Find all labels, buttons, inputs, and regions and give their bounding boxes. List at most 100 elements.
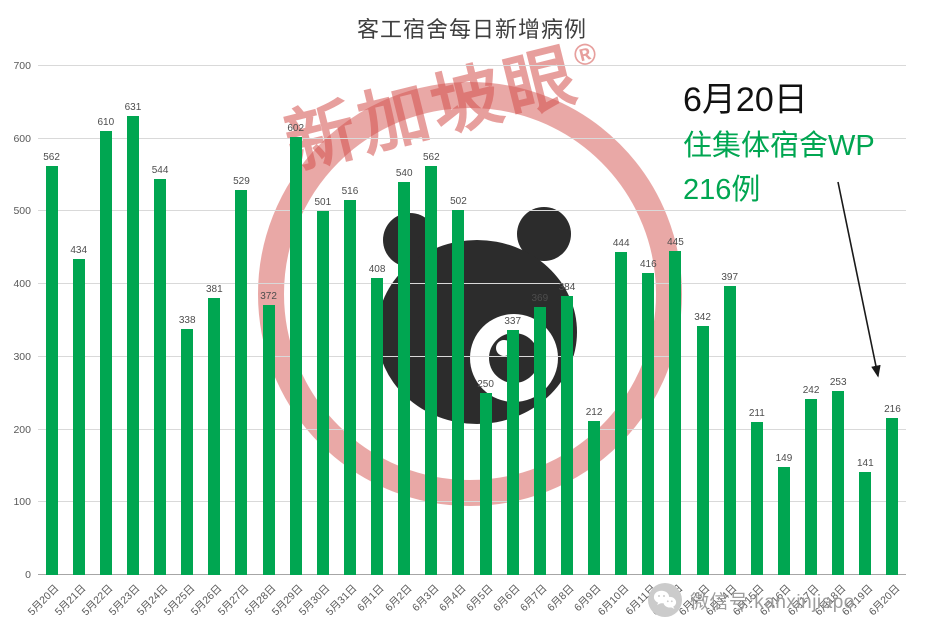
bar-slot: 253 6月18日: [812, 66, 852, 618]
bar-value-label: 540: [395, 168, 413, 180]
bar-value-label: 384: [558, 281, 576, 293]
wechat-icon: [648, 583, 682, 617]
x-axis-tick-label: 6月7日: [518, 582, 550, 615]
bar-value-label: 342: [694, 312, 711, 324]
bar-slot: 610 5月22日: [80, 66, 119, 618]
bar-slot: 602 5月29日: [270, 66, 309, 618]
y-axis-tick-label: 600: [13, 132, 31, 145]
bar: [235, 190, 248, 575]
bar-value-label: 369: [531, 292, 549, 304]
bar: [560, 295, 573, 575]
bar-slot: 381 5月26日: [188, 66, 228, 618]
bar: [750, 421, 763, 575]
bar-value-label: 544: [151, 165, 169, 177]
bar: [615, 252, 628, 575]
bar: [99, 131, 112, 575]
bar-value-label: 408: [368, 264, 386, 276]
bar-slot: 397 6月14日: [704, 66, 743, 618]
wechat-id-label: 微信号:kanxinjiapo: [690, 591, 855, 613]
bar-value-label: 141: [856, 458, 874, 470]
bar: [723, 286, 736, 575]
bar-slot: 212 6月9日: [572, 66, 608, 614]
bar: [805, 399, 818, 575]
y-axis-tick-label: 200: [13, 423, 31, 436]
x-axis-tick-label: 6月1日: [355, 582, 387, 615]
bar-value-label: 381: [205, 283, 223, 295]
bar-slot: 250 6月5日: [464, 66, 499, 614]
x-axis-tick-label: 6月5日: [463, 582, 496, 615]
bar-slot: 416 6月11日: [623, 66, 662, 618]
y-axis-tick-label: 700: [13, 60, 31, 72]
annotation-date: 6月20日: [683, 81, 808, 119]
bar-slot: 337 6月6日: [491, 66, 526, 614]
bar-value-label: 253: [829, 377, 847, 389]
x-axis-tick-label: 6月6日: [490, 582, 523, 615]
gridline: [38, 65, 906, 66]
bar-slot: 338 5月25日: [161, 66, 201, 618]
bar: [777, 466, 790, 575]
bar-value-label: 562: [422, 152, 440, 164]
y-axis-tick-label: 100: [13, 496, 31, 509]
bar: [859, 472, 872, 575]
bar: [479, 393, 492, 575]
bar-value-label: 149: [775, 452, 793, 464]
bar: [126, 116, 139, 575]
bar-slot: 562 6月3日: [410, 66, 445, 614]
bar-value-label: 562: [43, 152, 60, 164]
bar-value-label: 434: [70, 245, 88, 257]
chart-title: 客工宿舍每日新增病例: [356, 17, 587, 42]
bar-slot: 372 5月28日: [243, 66, 282, 619]
bar-slot: 562 5月20日: [26, 66, 65, 618]
bar-value-label: 529: [233, 176, 250, 188]
bar-value-label: 501: [314, 196, 332, 208]
bar: [154, 179, 167, 575]
gridline: [38, 210, 906, 212]
bar: [343, 199, 356, 575]
annotation-detail-2: 216例: [683, 173, 761, 206]
bar-value-label: 602: [287, 123, 305, 135]
bar-slot: 631 5月23日: [107, 66, 146, 618]
bar-slot: 384 6月8日: [545, 66, 580, 614]
bar-slot: 216 6月20日: [867, 66, 906, 618]
bar-value-label: 250: [477, 379, 494, 391]
bar: [72, 259, 85, 575]
y-axis-tick-label: 300: [13, 350, 31, 363]
bar-value-label: 338: [178, 315, 196, 327]
bar-value-label: 212: [585, 406, 603, 418]
bar: [832, 391, 845, 575]
gridline: [38, 137, 906, 139]
bar-value-label: 516: [341, 185, 359, 197]
bar: [642, 272, 655, 575]
bar-value-label: 372: [260, 290, 277, 302]
bar: [533, 306, 546, 575]
bar: [425, 166, 438, 575]
x-axis-tick-label: 6月4日: [436, 582, 469, 615]
y-axis-tick-label: 0: [25, 569, 31, 581]
x-axis-tick-label: 6月8日: [545, 582, 577, 615]
bar: [208, 297, 221, 575]
wechat-footer: 微信号:kanxinjiapo: [648, 583, 855, 617]
bar: [506, 329, 519, 575]
bar-value-label: 444: [612, 238, 630, 250]
bar-value-label: 445: [667, 237, 684, 249]
bar-slot: 516 5月31日: [324, 66, 363, 618]
bar-value-label: 416: [639, 258, 657, 270]
bar: [262, 304, 275, 575]
bar-value-label: 242: [802, 385, 820, 397]
gridline: [38, 574, 906, 575]
bar-slot: 141 6月19日: [839, 66, 879, 618]
bar-value-label: 397: [721, 272, 739, 284]
bar-slot: 529 5月27日: [216, 66, 255, 618]
x-axis-tick-label: 6月2日: [382, 582, 415, 615]
bar-slot: 501 5月30日: [297, 66, 336, 618]
bar-value-label: 211: [748, 407, 765, 419]
bar-value-label: 610: [97, 117, 115, 129]
annotation: 6月20日 住集体宿舍WP 216例: [683, 76, 875, 212]
bar-slot: 149 6月16日: [758, 66, 797, 618]
bar-slot: 342 6月13日: [677, 66, 716, 618]
bar: [371, 278, 384, 575]
bar-slot: 369 6月7日: [518, 66, 553, 614]
gridline: [38, 428, 906, 430]
bar-value-label: 502: [450, 195, 467, 207]
